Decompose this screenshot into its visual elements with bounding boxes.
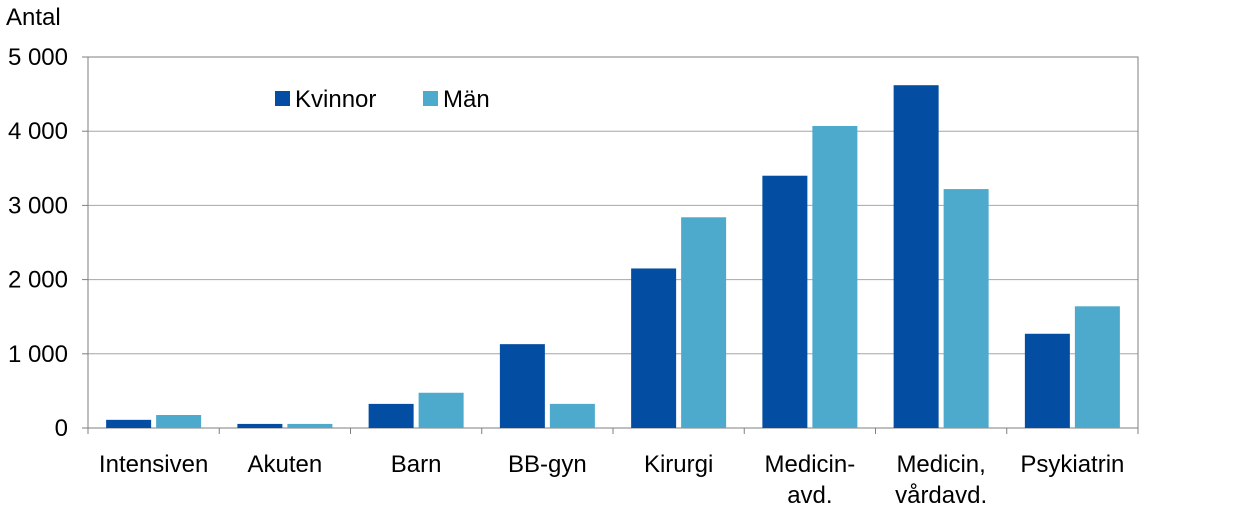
x-category-label: Psykiatrin [1020, 451, 1124, 478]
bar-man [156, 415, 202, 428]
y-tick-label: 0 [55, 415, 68, 442]
bar-man [418, 392, 464, 428]
bar-man [1074, 306, 1120, 428]
bar-man [287, 423, 333, 428]
x-category-label: Intensiven [99, 451, 208, 478]
bar-kvinnor [893, 85, 939, 429]
x-category-label: Medicin, vårdavd. [895, 451, 987, 509]
bar-kvinnor [368, 403, 414, 428]
x-category-label: Kirurgi [644, 451, 713, 478]
y-axis-ticks: 0 1 000 2 000 3 000 4 000 5 000 [8, 44, 88, 442]
y-tick-label: 5 000 [8, 44, 68, 71]
bar-kvinnor [762, 175, 808, 428]
legend-swatch [423, 91, 438, 106]
bar-man [943, 189, 989, 428]
x-category-label: BB-gyn [508, 451, 587, 478]
bars [106, 85, 1120, 429]
y-axis-label: Antal [6, 4, 61, 31]
bar-man [681, 217, 727, 428]
x-category-label: Akuten [248, 451, 323, 478]
y-tick-label: 1 000 [8, 341, 68, 368]
y-tick-label: 4 000 [8, 118, 68, 145]
bar-kvinnor [106, 419, 152, 428]
legend: Kvinnor Män [275, 86, 490, 113]
bar-kvinnor [631, 268, 677, 428]
x-axis-categories: Intensiven Akuten Barn BB-gyn Kirurgi Medicin… [87, 428, 1139, 509]
x-category-label: Barn [391, 451, 442, 478]
legend-swatch [275, 91, 290, 106]
y-tick-label: 3 000 [8, 192, 68, 219]
x-category-label: Medicin-avd. [765, 451, 856, 509]
bar-man [549, 403, 595, 428]
bar-kvinnor [499, 344, 545, 428]
legend-label: Män [443, 86, 490, 113]
bar-kvinnor [237, 423, 283, 428]
bar-man [812, 126, 858, 429]
bar-kvinnor [1024, 333, 1070, 428]
y-tick-label: 2 000 [8, 267, 68, 294]
legend-label: Kvinnor [295, 86, 376, 113]
